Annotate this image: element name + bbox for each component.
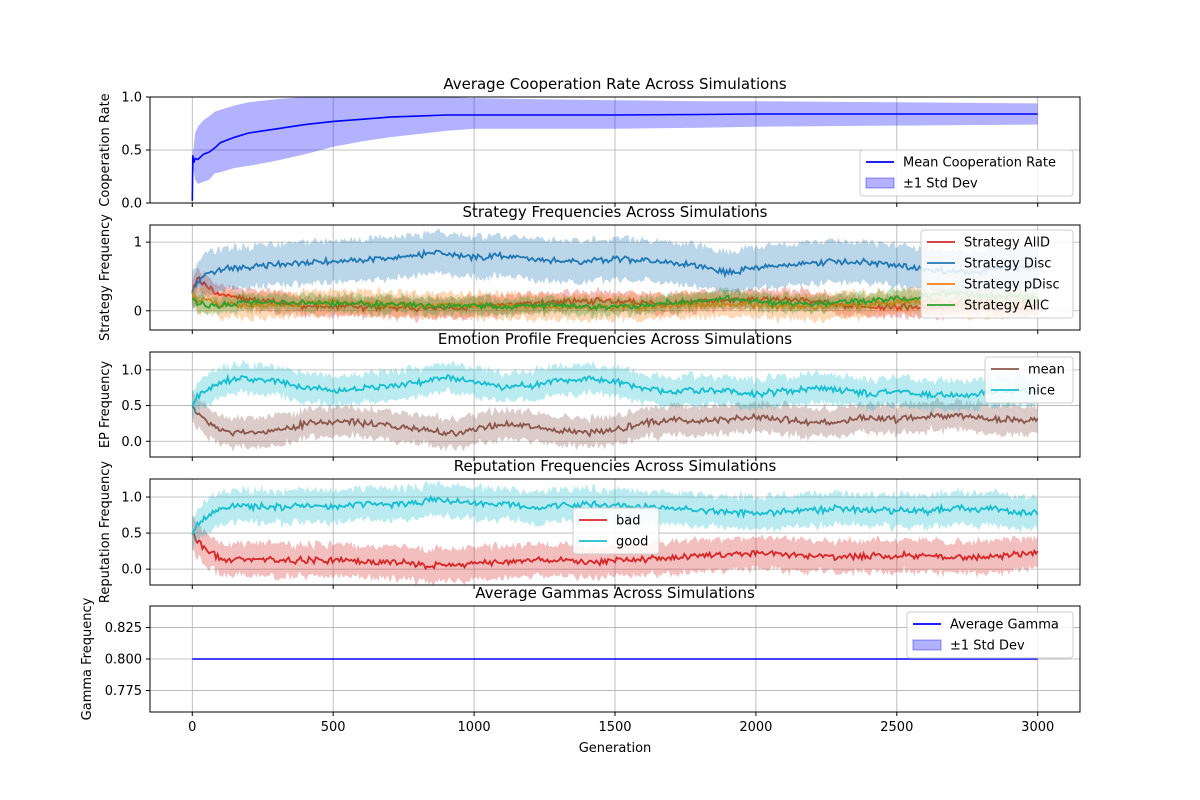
legend-label: Mean Cooperation Rate	[903, 156, 1056, 171]
y-tick-label: 1.0	[121, 491, 142, 506]
axes-frame	[149, 351, 1081, 458]
y-tick-label: 0.5	[121, 399, 142, 414]
x-tick-label: 1500	[598, 720, 631, 735]
panel-4: Reputation Frequencies Across Simulation…	[98, 457, 1081, 604]
y-tick-label: 0.0	[121, 563, 142, 578]
legend-label: Strategy pDisc	[964, 278, 1060, 293]
series-line-4	[191, 290, 1038, 312]
std-band	[192, 97, 1038, 203]
legend: bad good	[572, 507, 660, 555]
panel-2: Strategy Frequencies Across Simulations S…	[98, 203, 1081, 341]
x-tick-label: 0	[188, 720, 196, 735]
legend-frame	[906, 611, 1074, 659]
legend: Mean Cooperation Rate ±1 Std Dev	[859, 149, 1074, 197]
legend-label: Strategy AllC	[964, 299, 1049, 314]
y-axis-label: Cooperation Rate	[98, 93, 113, 206]
y-tick-label: 0.5	[121, 527, 142, 542]
legend-label: ±1 Std Dev	[950, 639, 1025, 654]
y-tick-label: 0.5	[121, 144, 142, 159]
legend-label: Average Gamma	[950, 618, 1059, 633]
y-tick-label: 0.825	[105, 621, 142, 636]
y-tick-label: 0	[134, 304, 142, 319]
legend-label: bad	[616, 514, 640, 529]
x-axis-label: Generation	[579, 741, 652, 756]
std-band-1	[192, 390, 1038, 452]
x-tick-label: 1000	[458, 720, 491, 735]
series-line-2	[191, 494, 1039, 536]
y-axis-label: Gamma Frequency	[80, 597, 95, 720]
legend-label: good	[616, 535, 648, 550]
axes-frame	[149, 478, 1081, 586]
std-band-2	[192, 359, 1038, 420]
panel-title: Average Cooperation Rate Across Simulati…	[443, 75, 787, 93]
series-line-1	[191, 405, 1039, 438]
legend: mean nice	[984, 356, 1074, 404]
series-line	[191, 113, 1038, 201]
plot-area	[191, 97, 1038, 203]
plot-area	[191, 228, 1039, 324]
panel-1: Average Cooperation Rate Across Simulati…	[98, 75, 1081, 212]
legend-label: nice	[1028, 384, 1055, 399]
axes-frame	[149, 605, 1081, 713]
y-axis-label: EP Frequency	[98, 361, 113, 449]
panel-title: Emotion Profile Frequencies Across Simul…	[438, 330, 792, 348]
legend-label: mean	[1028, 363, 1065, 378]
std-band-4	[192, 280, 1038, 320]
series-line-1	[191, 275, 1039, 314]
y-tick-label: 1	[134, 236, 142, 251]
y-tick-label: 0.800	[105, 653, 142, 668]
x-tick-label: 500	[321, 720, 346, 735]
legend: Average Gamma ±1 Std Dev	[906, 611, 1074, 659]
legend-frame	[920, 229, 1074, 319]
legend: Strategy AllD Strategy Disc Strategy pDisc…	[920, 229, 1074, 319]
axes-frame	[149, 96, 1081, 204]
y-tick-label: 1.0	[121, 363, 142, 378]
axes-frame	[149, 224, 1081, 331]
panel-title: Reputation Frequencies Across Simulation…	[454, 457, 777, 475]
legend-swatch-patch	[912, 639, 942, 651]
panel-title: Average Gammas Across Simulations	[475, 584, 755, 602]
y-axis-label: Strategy Frequency	[98, 214, 113, 341]
y-axis-label: Reputation Frequency	[98, 461, 113, 604]
legend-swatch-patch	[865, 177, 895, 189]
panel-title: Strategy Frequencies Across Simulations	[462, 203, 767, 221]
legend-frame	[859, 149, 1074, 197]
legend-label: ±1 Std Dev	[903, 177, 978, 192]
x-tick-label: 2500	[880, 720, 913, 735]
panel-3: Emotion Profile Frequencies Across Simul…	[98, 330, 1081, 461]
x-tick-label: 2000	[739, 720, 772, 735]
std-band-2	[192, 228, 1038, 313]
panel-5: Average Gammas Across Simulations Gamma F…	[80, 584, 1081, 735]
std-band-3	[192, 281, 1038, 324]
legend-label: Strategy Disc	[964, 257, 1051, 272]
legend-label: Strategy AllD	[964, 236, 1050, 251]
plot-area	[191, 359, 1039, 452]
series-line-2	[191, 248, 1039, 293]
chart-panels: Average Cooperation Rate Across Simulati…	[80, 75, 1081, 735]
y-tick-label: 0.775	[105, 684, 142, 699]
y-tick-label: 0.0	[121, 435, 142, 450]
y-tick-label: 1.0	[121, 91, 142, 106]
series-line-2	[191, 373, 1039, 407]
x-tick-label: 3000	[1021, 720, 1054, 735]
y-tick-label: 0.0	[121, 197, 142, 212]
series-line-1	[191, 531, 1039, 571]
